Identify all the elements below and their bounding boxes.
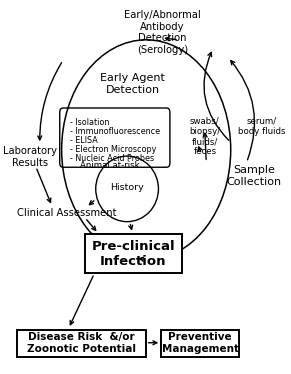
Text: - Isolation: - Isolation — [70, 119, 109, 128]
Text: - Immunofluorescence: - Immunofluorescence — [70, 128, 160, 137]
Text: Animal at-risk: Animal at-risk — [79, 161, 139, 170]
Text: Early Agent
Detection: Early Agent Detection — [100, 73, 165, 95]
Text: Disease Risk  &/or
Zoonotic Potential: Disease Risk &/or Zoonotic Potential — [27, 332, 136, 354]
Text: - Electron Microscopy: - Electron Microscopy — [70, 145, 156, 154]
Text: swabs/
biopsy/
fluids/
feces: swabs/ biopsy/ fluids/ feces — [189, 116, 220, 156]
Text: - Nucleic Acid Probes: - Nucleic Acid Probes — [70, 154, 154, 163]
Text: Laboratory
Results: Laboratory Results — [3, 146, 57, 168]
Text: Sample
Collection: Sample Collection — [226, 165, 281, 187]
Text: serum/
body fluids: serum/ body fluids — [238, 116, 286, 136]
FancyBboxPatch shape — [17, 330, 146, 356]
Text: Clinical Assessment: Clinical Assessment — [17, 208, 117, 218]
FancyBboxPatch shape — [85, 234, 182, 273]
FancyBboxPatch shape — [161, 330, 239, 356]
Text: Pre-clinical
Infection: Pre-clinical Infection — [91, 240, 175, 268]
Text: - ELISA: - ELISA — [70, 137, 97, 145]
Text: History: History — [110, 183, 144, 191]
Text: Early/Abnormal
Antibody
Detection
(Serology): Early/Abnormal Antibody Detection (Serol… — [124, 10, 201, 55]
Text: Preventive
Management: Preventive Management — [162, 332, 239, 354]
